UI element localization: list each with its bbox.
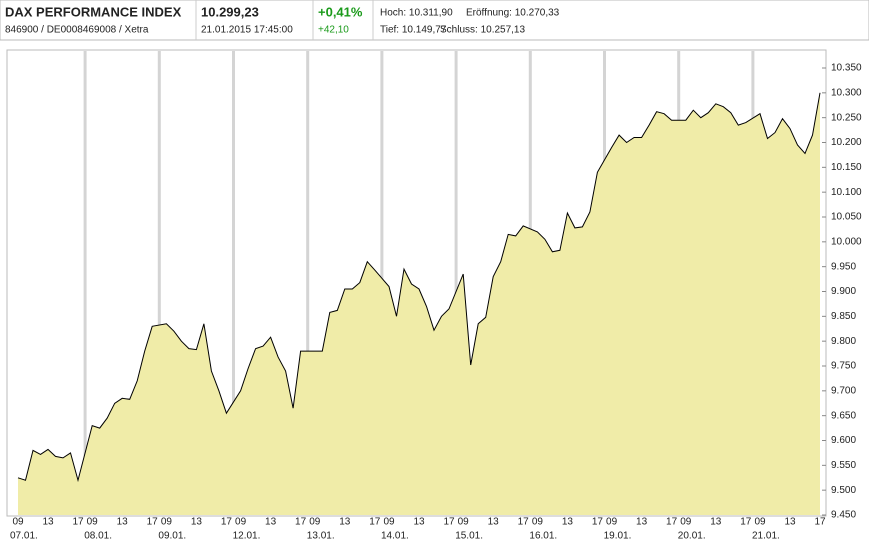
y-tick-label: 9.750 [831,361,856,372]
y-tick-label: 10.100 [831,187,862,198]
x-tick-label: 13 [42,517,54,528]
x-tick-label: 13 [562,517,574,528]
y-tick-label: 9.500 [831,485,856,496]
x-tick-label: 13 [710,517,722,528]
x-tick-label: 17 [518,517,530,528]
x-tick-label: 09 [754,517,766,528]
x-tick-label: 09 [606,517,618,528]
x-tick-label: 09 [235,517,247,528]
x-tick-label: 09 [532,517,544,528]
x-tick-label: 13 [413,517,425,528]
x-tick-label: 17 [443,517,455,528]
price-line [17,92,821,483]
x-day-label: 07.01. [10,531,38,542]
change-abs: +42,10 [318,25,349,36]
x-tick-label: 09 [383,517,395,528]
x-day-label: 12.01. [233,531,261,542]
x-tick-label: 17 [72,517,84,528]
x-tick-label: 17 [740,517,752,528]
x-tick-label: 17 [147,517,159,528]
price: 10.299,23 [201,4,259,19]
y-tick-label: 9.900 [831,286,856,297]
y-tick-label: 9.950 [831,261,856,272]
index-title: DAX PERFORMANCE INDEX [5,4,182,19]
y-tick-label: 9.650 [831,410,856,421]
y-tick-label: 10.250 [831,112,862,123]
y-tick-label: 9.800 [831,336,856,347]
y-tick-label: 9.550 [831,460,856,471]
x-tick-label: 13 [636,517,648,528]
x-day-label: 16.01. [529,531,557,542]
x-tick-label: 17 [666,517,678,528]
x-day-label: 20.01. [678,531,706,542]
x-tick-label: 17 [592,517,604,528]
header-bar [0,0,869,41]
x-tick-label: 13 [191,517,203,528]
x-tick-label: 17 [295,517,307,528]
high: Hoch: 10.311,90 [380,8,453,19]
y-tick-label: 9.850 [831,311,856,322]
x-tick-label: 17 [369,517,381,528]
x-tick-label: 17 [814,517,826,528]
y-tick-label: 9.600 [831,435,856,446]
x-tick-label: 13 [117,517,129,528]
area-fill [18,92,820,516]
x-tick-label: 09 [309,517,321,528]
open: Eröffnung: 10.270,33 [466,8,560,19]
x-tick-label: 17 [221,517,233,528]
y-tick-label: 9.450 [831,510,856,521]
x-day-label: 09.01. [158,531,186,542]
y-tick-label: 10.050 [831,212,862,223]
y-tick-label: 10.000 [831,236,862,247]
x-tick-label: 09 [680,517,692,528]
y-tick-label: 10.150 [831,162,862,173]
y-tick-label: 9.700 [831,385,856,396]
y-tick-label: 10.200 [831,137,862,148]
x-tick-label: 13 [339,517,351,528]
x-tick-label: 13 [265,517,277,528]
change-pct: +0,41% [318,4,363,19]
x-tick-label: 09 [458,517,470,528]
low: Tief: 10.149,77 [380,25,447,36]
index-ids: 846900 / DE0008469008 / Xetra [5,25,149,36]
timestamp: 21.01.2015 17:45:00 [201,25,293,36]
x-day-label: 08.01. [84,531,112,542]
y-tick-label: 10.350 [831,63,862,74]
x-day-label: 15.01. [455,531,483,542]
x-tick-label: 13 [488,517,500,528]
y-tick-label: 10.300 [831,87,862,98]
close: Schluss: 10.257,13 [440,25,525,36]
x-tick-label: 09 [87,517,99,528]
x-tick-label: 09 [161,517,173,528]
x-day-label: 21.01. [752,531,780,542]
x-tick-label: 13 [784,517,796,528]
x-day-label: 19.01. [604,531,632,542]
x-tick-label: 09 [12,517,24,528]
x-day-label: 13.01. [307,531,335,542]
x-day-label: 14.01. [381,531,409,542]
